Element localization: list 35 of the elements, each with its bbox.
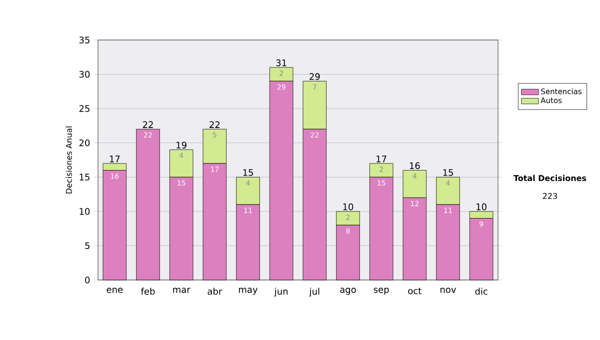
y-tick-label: 20 bbox=[79, 139, 90, 146]
y-tick-label: 35 bbox=[79, 36, 90, 44]
x-tick-label: dic bbox=[475, 288, 488, 295]
y-tick-label: 25 bbox=[79, 105, 90, 112]
x-tick-label: jun bbox=[274, 288, 288, 296]
total-label: 16 bbox=[410, 162, 420, 170]
total-label: 29 bbox=[310, 73, 320, 80]
x-tick-label: may bbox=[239, 288, 258, 295]
y-axis-title: Decisiones Anual bbox=[66, 126, 72, 194]
x-tick-label: ago bbox=[340, 288, 356, 295]
x-tick-label: nov bbox=[440, 288, 456, 293]
y-tick-label: 30 bbox=[79, 70, 90, 78]
y-tick-label: 0 bbox=[85, 276, 90, 284]
x-tick-label: abr bbox=[208, 288, 222, 295]
total-label: 31 bbox=[276, 59, 286, 66]
x-tick-label: sep bbox=[374, 288, 389, 295]
total-label: 22 bbox=[142, 121, 153, 128]
text: Total Decisiones bbox=[513, 174, 586, 182]
x-tick-label: jul bbox=[309, 288, 320, 296]
y-tick-label: 15 bbox=[80, 174, 90, 180]
x-tick-label: mar bbox=[173, 288, 190, 293]
total-label: 10 bbox=[343, 203, 354, 210]
x-tick-label: oct bbox=[408, 288, 422, 294]
total-label: 17 bbox=[110, 156, 120, 162]
y-tick-label: 5 bbox=[85, 242, 90, 250]
text: 223 bbox=[542, 192, 557, 200]
total-label: 10 bbox=[476, 203, 486, 210]
total-label: 15 bbox=[243, 169, 253, 176]
x-tick-label: feb bbox=[141, 288, 155, 295]
total-label: 17 bbox=[376, 156, 386, 162]
total-label: 22 bbox=[210, 121, 220, 128]
y-tick-label: 10 bbox=[80, 208, 90, 215]
total-label: 19 bbox=[176, 142, 186, 149]
x-tick-label: ene bbox=[106, 288, 123, 293]
total-label: 15 bbox=[443, 169, 453, 176]
